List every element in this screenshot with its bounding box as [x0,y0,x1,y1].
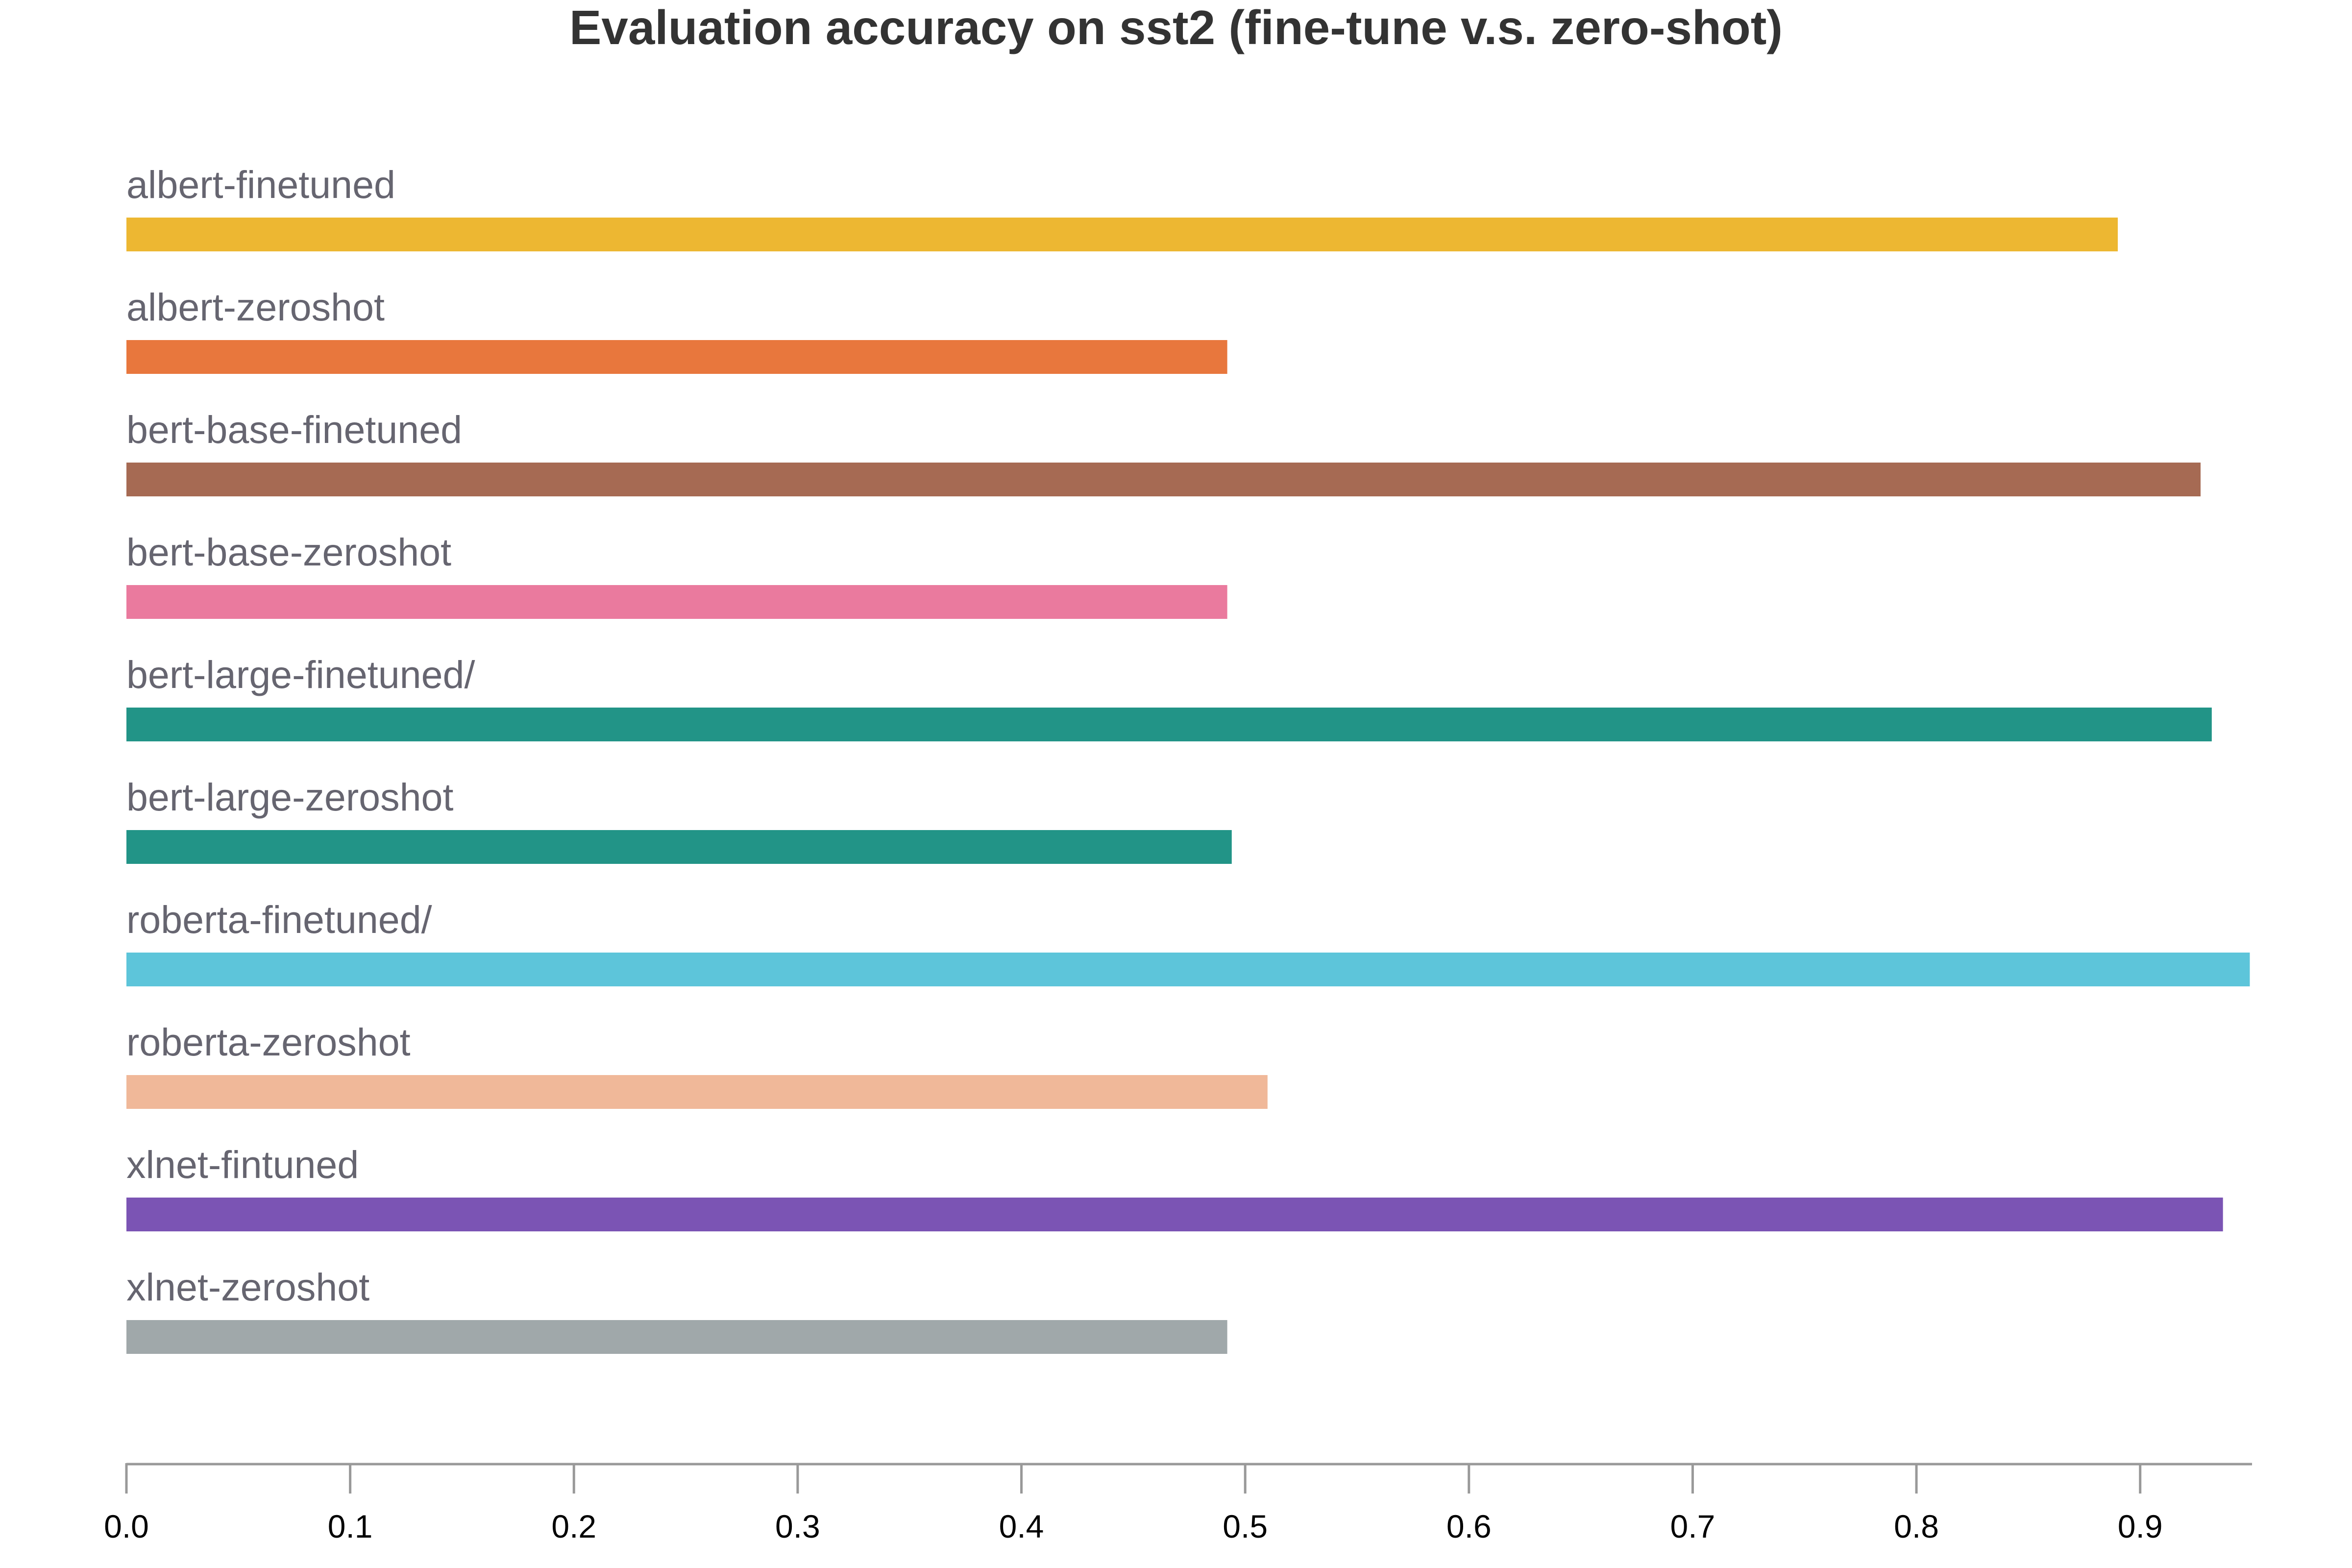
x-tick-label: 0.3 [775,1508,820,1544]
x-tick-label: 0.6 [1446,1508,1492,1544]
bar-label: bert-large-finetuned/ [126,653,475,696]
bar-label: bert-base-finetuned [126,408,462,451]
bar-albert-finetuned [126,218,2118,251]
x-tick-label: 0.8 [1894,1508,1939,1544]
x-tick-label: 0.5 [1223,1508,1268,1544]
bar-xlnet-zeroshot [126,1320,1227,1354]
x-tick-label: 0.1 [328,1508,373,1544]
bar-bert-large-zeroshot [126,830,1232,864]
bar-label: xlnet-zeroshot [126,1265,369,1309]
x-tick-label: 0.9 [2118,1508,2163,1544]
bar-label: roberta-zeroshot [126,1020,411,1064]
bar-label: roberta-finetuned/ [126,898,432,941]
bar-label: bert-large-zeroshot [126,775,453,819]
bar-label: bert-base-zeroshot [126,530,451,574]
bar-label: albert-zeroshot [126,285,385,329]
bar-albert-zeroshot [126,340,1227,374]
chart-title: Evaluation accuracy on sst2 (fine-tune v… [569,0,1783,54]
bar-bert-large-finetuned [126,708,2212,741]
bar-bert-base-zeroshot [126,585,1227,619]
x-tick-label: 0.7 [1670,1508,1715,1544]
bar-roberta-finetuned [126,953,2250,986]
bar-label: xlnet-fintuned [126,1143,359,1186]
x-axis: 0.0 0.1 0.2 0.3 0.4 0.5 0.6 0.7 0.8 0.9 [104,1463,2252,1544]
bar-xlnet-fintuned [126,1198,2223,1231]
bar-label: albert-finetuned [126,163,395,206]
bar-bert-base-finetuned [126,463,2201,496]
x-tick-label: 0.0 [104,1508,149,1544]
bar-roberta-zeroshot [126,1075,1268,1109]
bars-group: albert-finetuned albert-zeroshot bert-base… [126,163,2250,1354]
x-tick-label: 0.2 [551,1508,596,1544]
x-tick-label: 0.4 [999,1508,1044,1544]
